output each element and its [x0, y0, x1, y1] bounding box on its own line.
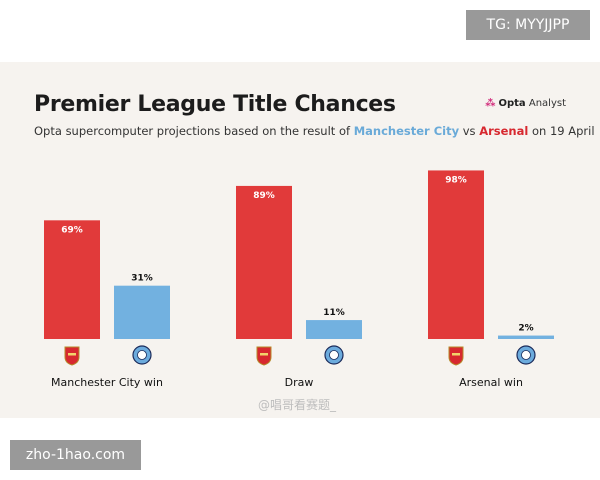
arsenal-crest-icon	[64, 346, 80, 366]
arsenal-crest-icon	[256, 346, 272, 366]
category-label: Manchester City win	[51, 376, 163, 389]
chart-subtitle: Opta supercomputer projections based on …	[34, 124, 595, 138]
bar-value-label: 31%	[131, 274, 153, 284]
brand-suffix: Analyst	[528, 98, 566, 109]
opta-logo: ⁂ Opta Analyst	[485, 98, 566, 109]
bar	[114, 285, 170, 339]
subtitle-team-arsenal: Arsenal	[479, 124, 529, 138]
man-city-crest-icon	[516, 345, 536, 365]
subtitle-team-city: Manchester City	[353, 124, 460, 138]
opta-dots-icon: ⁂	[485, 98, 496, 109]
bar-value-label: 2%	[518, 324, 533, 334]
bar	[44, 220, 100, 339]
bar	[498, 335, 554, 339]
bar	[236, 185, 292, 339]
category-label: Arsenal win	[459, 376, 523, 389]
category-label: Draw	[285, 376, 314, 389]
subtitle-text-3: on 19 April	[528, 124, 595, 138]
man-city-crest-icon	[324, 345, 344, 365]
brand-name: Opta	[498, 98, 526, 109]
bar-value-label: 98%	[445, 175, 467, 185]
arsenal-crest-icon	[448, 346, 464, 366]
bar-value-label: 69%	[61, 225, 83, 235]
chart-title: Premier League Title Chances	[34, 92, 396, 117]
man-city-crest-icon	[132, 345, 152, 365]
bar	[428, 170, 484, 339]
bar	[306, 320, 362, 339]
watermark-text: @唱哥看赛题_	[258, 398, 337, 412]
subtitle-text-2: vs	[459, 124, 480, 138]
subtitle-text-1: Opta supercomputer projections based on …	[34, 124, 354, 138]
bar-value-label: 11%	[323, 308, 345, 318]
bottom-left-tag: zho-1hao.com	[10, 440, 141, 470]
bar-value-label: 89%	[253, 191, 275, 201]
top-right-tag: TG: MYYJJPP	[466, 10, 590, 40]
